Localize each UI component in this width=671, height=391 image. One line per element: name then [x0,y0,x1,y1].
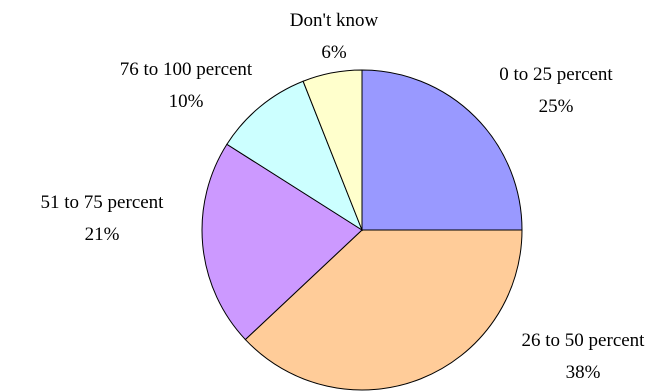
slice-label-51-to-75-percent: 51 to 75 percent [41,192,165,213]
pie-slices [201,69,523,391]
slice-value-76-to-100-percent: 10% [169,91,204,112]
pie-labels: 0 to 25 percent 25% 26 to 50 percent 38% 51 … [41,10,646,383]
pie-slice-51-to-75-percent [201,143,363,341]
slice-label-don-t-know: Don't know [290,10,379,31]
slice-value-0-to-25-percent: 25% [539,96,574,117]
slice-value-51-to-75-percent: 21% [85,224,120,245]
pie-slice-76-to-100-percent [226,80,364,232]
slice-value-26-to-50-percent: 38% [566,362,601,383]
slice-value-don-t-know: 6% [321,42,347,63]
pie-slice-don-t-know [302,69,363,231]
pie-slice-26-to-50-percent [244,229,523,391]
pie-slice-0-to-25-percent [361,69,523,231]
slice-label-76-to-100-percent: 76 to 100 percent [120,59,253,80]
slice-label-26-to-50-percent: 26 to 50 percent [522,330,646,351]
slice-label-0-to-25-percent: 0 to 25 percent [499,64,613,85]
